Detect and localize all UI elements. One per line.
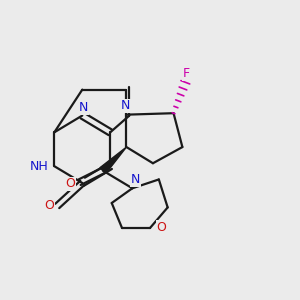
Text: F: F [183, 67, 190, 80]
Text: N: N [79, 101, 88, 114]
Polygon shape [100, 147, 126, 173]
Text: O: O [156, 221, 166, 234]
Text: O: O [44, 200, 54, 212]
Text: N: N [121, 99, 130, 112]
Text: O: O [66, 177, 75, 190]
Text: NH: NH [30, 160, 49, 173]
Text: N: N [130, 173, 140, 186]
